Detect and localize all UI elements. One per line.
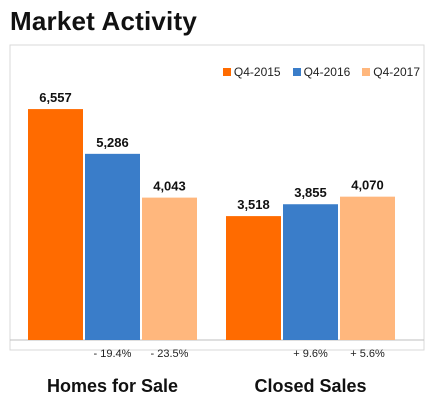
bar-q4-2017-homes-for-sale [142,197,197,340]
data-label: 5,286 [96,135,129,150]
category-label: Closed Sales [254,376,366,396]
legend-item-q4-2016: Q4-2016 [292,65,351,79]
bar-q4-2016-closed-sales [283,204,338,340]
legend-label-q4-2015: Q4-2015 [233,65,281,79]
legend-swatch-q4-2017 [362,68,371,76]
legend-swatch-q4-2016 [292,68,301,76]
change-label: + 5.6% [350,348,385,360]
legend-swatch-q4-2015 [222,68,231,76]
legend-item-q4-2015: Q4-2015 [222,65,281,79]
legend-item-q4-2017: Q4-2017 [362,65,420,79]
legend-label-q4-2017: Q4-2017 [373,65,420,79]
data-label: 4,043 [153,179,186,194]
bar-q4-2015-homes-for-sale [28,109,83,341]
change-label: + 9.6% [293,348,328,360]
change-label: - 23.5% [151,348,189,360]
data-label: 3,518 [237,197,270,212]
legend: Q4-2015 Q4-2016 Q4-2017 [222,65,420,79]
bar-q4-2017-closed-sales [340,196,395,340]
bar-q4-2015-closed-sales [226,216,281,340]
chart-title: Market Activity [10,6,197,36]
category-label: Homes for Sale [47,376,178,396]
data-label: 4,070 [351,178,384,193]
change-label: - 19.4% [94,348,132,360]
legend-label-q4-2016: Q4-2016 [303,65,351,79]
data-label: 3,855 [294,185,327,200]
bar-q4-2016-homes-for-sale [85,153,140,340]
plot-frame [9,44,425,351]
data-label: 6,557 [39,90,72,105]
